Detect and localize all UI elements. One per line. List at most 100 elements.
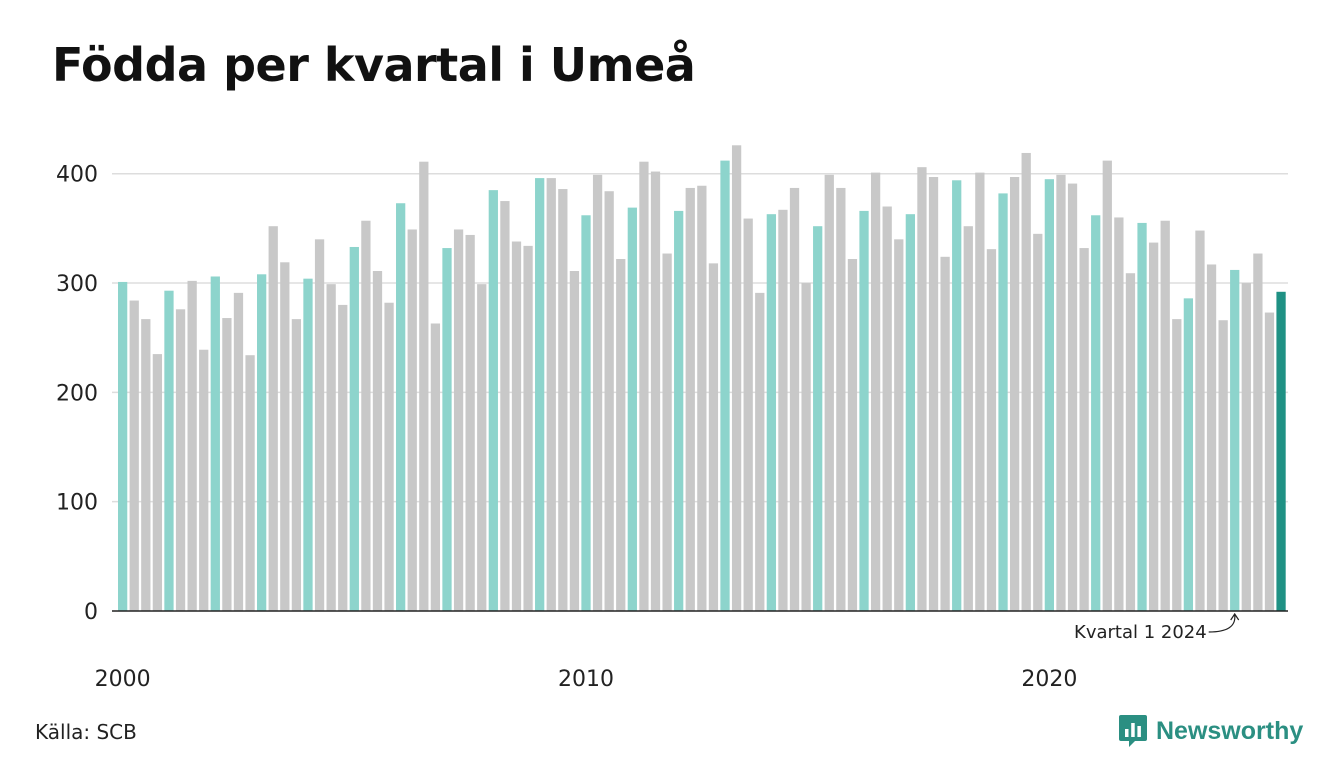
bar xyxy=(975,172,985,611)
bar xyxy=(1183,298,1194,611)
bar xyxy=(1102,160,1112,612)
source-label: Källa: SCB xyxy=(35,720,137,744)
bar xyxy=(535,178,545,611)
bar xyxy=(1230,269,1240,611)
bar xyxy=(743,218,753,612)
bars xyxy=(118,145,1286,612)
bar xyxy=(222,318,232,611)
bar xyxy=(940,256,950,611)
bar xyxy=(917,167,927,612)
bar xyxy=(581,215,591,611)
bar xyxy=(187,280,197,611)
bar xyxy=(836,187,846,611)
bar xyxy=(361,220,371,612)
annotation: Kvartal 1 2024 xyxy=(1074,612,1240,643)
bar xyxy=(175,309,186,611)
bar xyxy=(963,226,973,611)
bar xyxy=(986,249,997,611)
bar xyxy=(1021,152,1031,611)
bar xyxy=(396,203,406,612)
bar xyxy=(372,271,383,611)
annotation-arrow xyxy=(1208,612,1240,633)
bar xyxy=(1172,319,1182,611)
bar xyxy=(1125,273,1136,611)
bar xyxy=(824,174,834,611)
bar xyxy=(384,302,394,611)
bar xyxy=(210,276,220,611)
bar xyxy=(477,284,487,611)
bar xyxy=(152,354,163,611)
bar xyxy=(129,300,139,611)
bar xyxy=(558,189,568,611)
bar xyxy=(998,193,1008,611)
bar xyxy=(1264,312,1275,611)
bar xyxy=(674,210,684,611)
bar xyxy=(905,214,915,611)
bar xyxy=(801,283,811,611)
bar xyxy=(778,209,788,612)
bar xyxy=(1091,215,1101,611)
chart-title: Födda per kvartal i Umeå xyxy=(52,38,696,92)
bar xyxy=(1195,230,1205,611)
y-axis: 0 100 200 300 400 xyxy=(56,163,98,625)
brand-name: Newsworthy xyxy=(1156,716,1304,745)
x-tick-label: 2010 xyxy=(558,667,614,692)
bar xyxy=(1079,248,1089,611)
newsworthy-logo-icon xyxy=(1119,715,1147,747)
bar xyxy=(616,259,626,611)
bar xyxy=(511,241,522,611)
bar xyxy=(442,248,452,611)
bar xyxy=(859,210,869,611)
bar xyxy=(1067,183,1078,611)
y-tick-label: 100 xyxy=(56,491,98,516)
bar xyxy=(894,239,904,611)
bar xyxy=(1218,320,1228,611)
y-tick-label: 200 xyxy=(56,381,98,406)
bar xyxy=(268,226,278,611)
x-axis: 2000 2010 2020 xyxy=(95,667,1078,692)
bar xyxy=(1148,242,1159,611)
bar xyxy=(257,274,267,611)
bar xyxy=(349,246,359,611)
bar xyxy=(419,161,429,611)
bar xyxy=(639,161,649,611)
y-tick-label: 400 xyxy=(56,163,98,188)
bar xyxy=(118,281,128,611)
bar xyxy=(766,214,776,611)
bar xyxy=(592,174,603,611)
y-tick-label: 0 xyxy=(84,600,98,625)
annotation-label: Kvartal 1 2024 xyxy=(1074,622,1207,643)
bar xyxy=(430,323,441,611)
bar xyxy=(303,278,313,611)
bar xyxy=(245,355,255,611)
bar xyxy=(1276,291,1286,611)
bar xyxy=(755,292,765,611)
bar xyxy=(1009,177,1020,611)
bar xyxy=(1056,174,1066,611)
bar xyxy=(1206,264,1217,611)
bar xyxy=(338,304,348,611)
bar xyxy=(569,271,580,611)
bar xyxy=(453,229,464,612)
bar xyxy=(697,185,707,611)
bar xyxy=(847,259,858,611)
bar xyxy=(280,262,290,611)
x-tick-label: 2000 xyxy=(95,667,151,692)
bar xyxy=(465,234,475,611)
bar xyxy=(314,239,325,611)
bar xyxy=(141,319,151,611)
y-tick-label: 300 xyxy=(56,272,98,297)
bar xyxy=(1241,283,1251,611)
bar xyxy=(685,187,695,611)
bar xyxy=(523,245,533,611)
x-tick-label: 2020 xyxy=(1021,667,1077,692)
bar xyxy=(813,226,823,611)
bar xyxy=(789,187,800,611)
bar xyxy=(1114,217,1124,611)
bar xyxy=(1253,253,1263,611)
bar xyxy=(604,191,614,611)
bar xyxy=(708,263,719,611)
bar xyxy=(500,201,510,611)
bar xyxy=(233,292,244,611)
